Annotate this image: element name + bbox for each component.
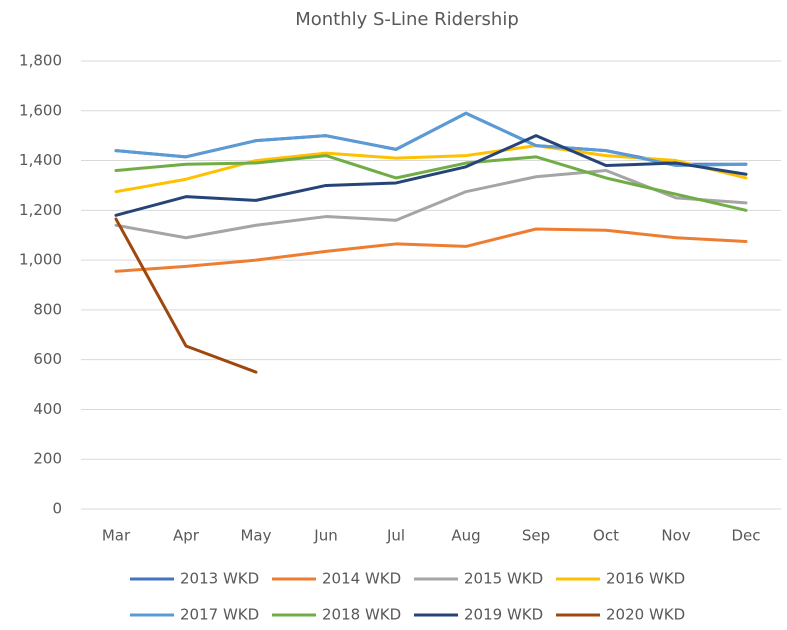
y-tick-label: 1,000 <box>19 251 62 269</box>
series-line <box>114 227 748 273</box>
series-line <box>114 217 258 374</box>
y-tick-label: 1,400 <box>19 151 62 169</box>
series-line <box>114 134 748 217</box>
y-tick-label: 200 <box>33 450 62 468</box>
x-tick-label: Aug <box>451 527 480 545</box>
legend-label: 2014 WKD <box>322 570 401 588</box>
legend-label: 2018 WKD <box>322 606 401 624</box>
chart-title: Monthly S-Line Ridership <box>295 9 519 30</box>
legend-label: 2017 WKD <box>180 606 259 624</box>
legend-label: 2013 WKD <box>180 570 259 588</box>
legend-label: 2019 WKD <box>464 606 543 624</box>
y-tick-label: 1,800 <box>19 52 62 70</box>
y-tick-label: 600 <box>33 350 62 368</box>
x-tick-label: Sep <box>522 527 550 545</box>
x-tick-label: Dec <box>731 527 760 545</box>
legend-label: 2015 WKD <box>464 570 543 588</box>
series-line <box>114 169 748 240</box>
x-tick-label: Apr <box>173 527 200 545</box>
y-tick-label: 400 <box>33 400 62 418</box>
series-line <box>114 154 748 212</box>
x-tick-label: May <box>240 527 271 545</box>
y-tick-label: 0 <box>52 500 62 518</box>
x-tick-label: Jul <box>386 527 405 545</box>
y-tick-label: 1,600 <box>19 101 62 119</box>
y-tick-label: 800 <box>33 300 62 318</box>
x-tick-label: Jun <box>313 527 337 545</box>
series-line <box>114 111 748 168</box>
legend-label: 2020 WKD <box>606 606 685 624</box>
x-tick-label: Oct <box>593 527 619 545</box>
x-tick-label: Nov <box>661 527 690 545</box>
x-tick-label: Mar <box>102 527 131 545</box>
y-tick-label: 1,200 <box>19 201 62 219</box>
legend-label: 2016 WKD <box>606 570 685 588</box>
